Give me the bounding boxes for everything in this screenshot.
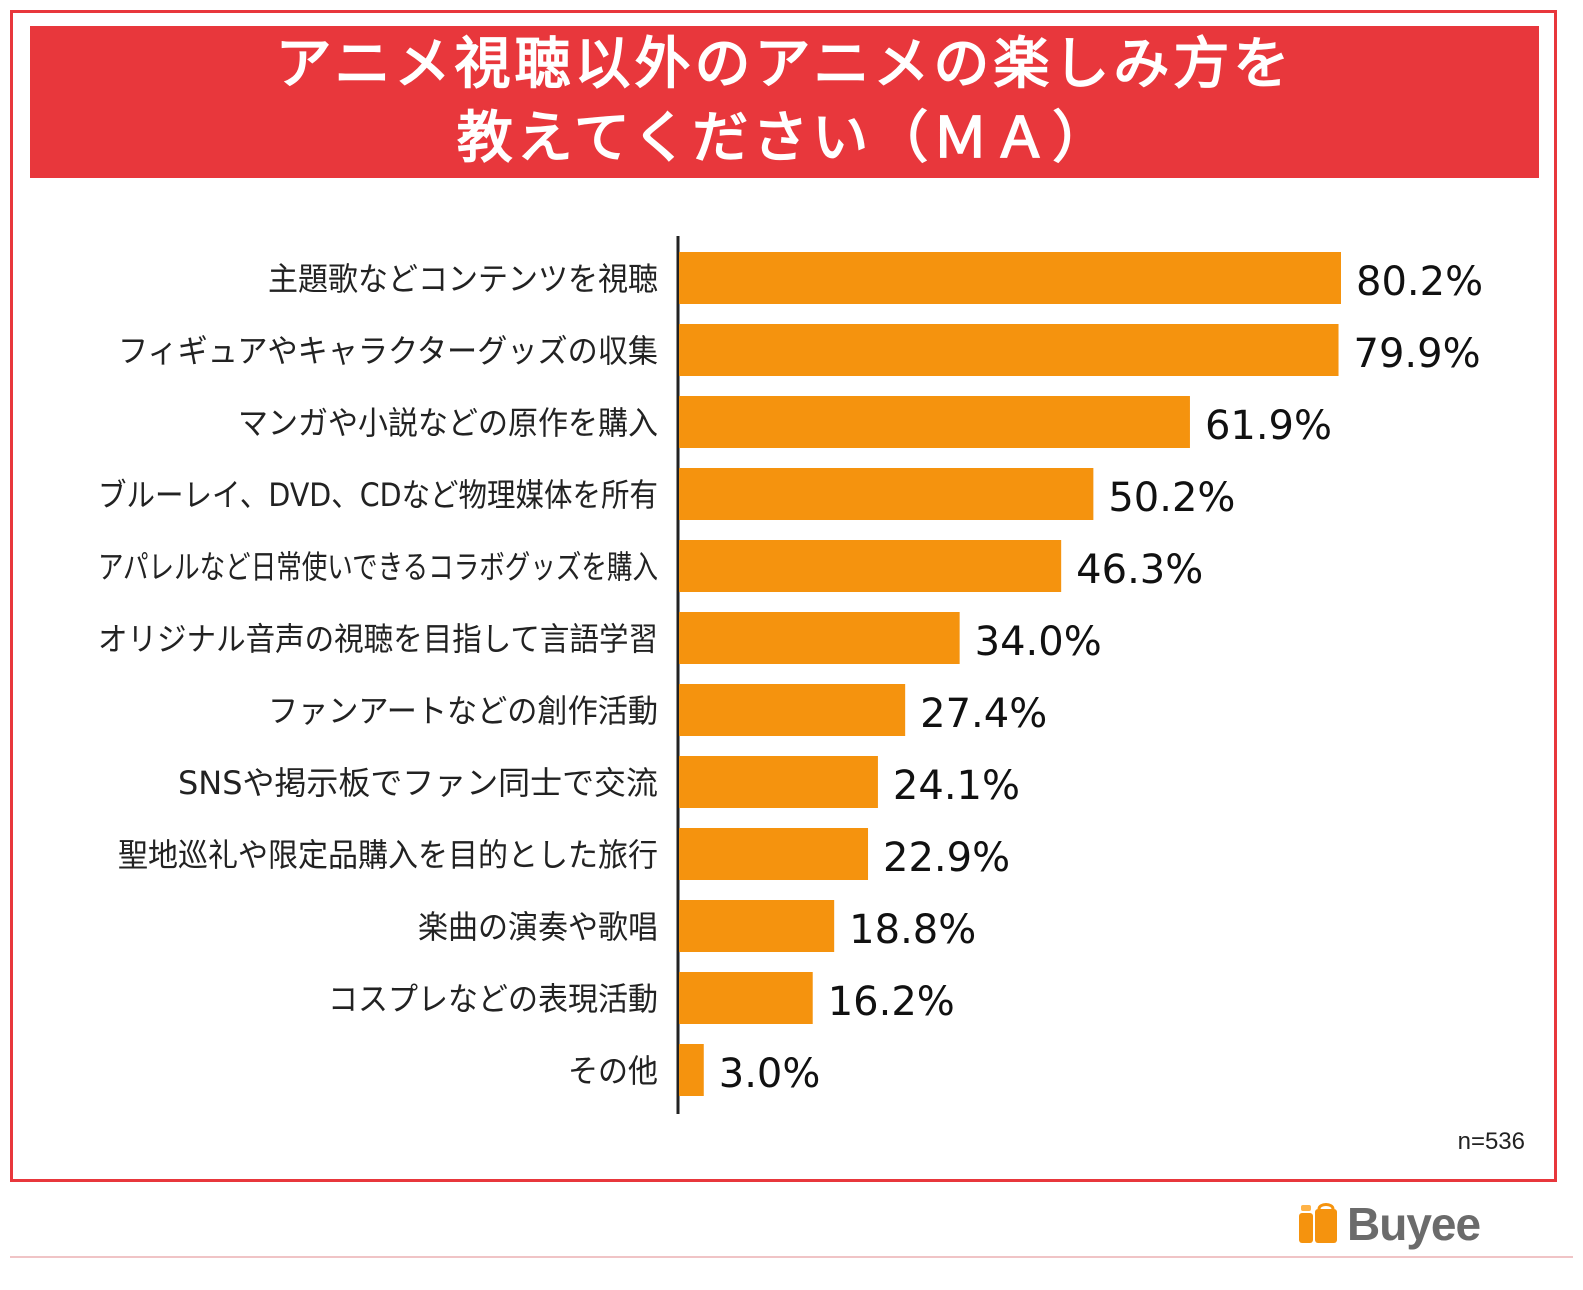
chart-title-line-2: 教えてください（ＭＡ） [456,106,1113,171]
category-label: ブルーレイ、DVD、CDなど物理媒体を所有 [98,476,658,514]
bar [679,540,1062,592]
bar [679,396,1190,448]
category-label: その他 [568,1052,658,1090]
chart-title-line-1: アニメ視聴以外のアニメの楽しみ方を [275,32,1294,97]
bar [679,612,960,664]
category-label: 楽曲の演奏や歌唱 [418,908,658,946]
category-label: SNSや掲示板でファン同士で交流 [178,764,658,802]
bar [679,324,1339,376]
value-label: 22.9% [883,835,1010,881]
value-label: 24.1% [893,763,1020,809]
bar [679,1044,704,1096]
value-label: 3.0% [719,1051,821,1097]
bar [679,468,1094,520]
value-label: 27.4% [920,691,1047,737]
category-label: オリジナル音声の視聴を目指して言語学習 [98,620,658,658]
category-label: アパレルなど日常使いできるコラボグッズを購入 [98,548,658,586]
bar [679,252,1341,304]
bar [679,972,813,1024]
value-label: 18.8% [849,907,976,953]
title-banner: アニメ視聴以外のアニメの楽しみ方を 教えてください（ＭＡ） [30,26,1539,178]
category-label: ファンアートなどの創作活動 [268,692,658,730]
value-label: 50.2% [1108,475,1235,521]
bar [679,684,906,736]
value-label: 80.2% [1356,259,1483,305]
category-label: コスプレなどの表現活動 [328,980,658,1018]
category-label: フィギュアやキャラクターグッズの収集 [118,332,658,370]
value-label: 34.0% [975,619,1102,665]
bottom-divider [10,1256,1573,1258]
bar [679,828,869,880]
value-label: 16.2% [828,979,955,1025]
value-label: 61.9% [1205,403,1332,449]
category-label: 聖地巡礼や限定品購入を目的とした旅行 [118,836,658,874]
value-label: 46.3% [1076,547,1203,593]
value-label: 79.9% [1354,331,1481,377]
sample-size-note: n=536 [1457,1128,1525,1155]
shopping-bag-icon [1299,1203,1337,1243]
bar [679,756,878,808]
logo-text: Buyee [1347,1198,1481,1250]
category-label: 主題歌などコンテンツを視聴 [268,260,658,298]
bar [679,900,835,952]
category-label: マンガや小説などの原作を購入 [238,404,658,442]
buyee-logo: Buyee [1295,1196,1481,1252]
